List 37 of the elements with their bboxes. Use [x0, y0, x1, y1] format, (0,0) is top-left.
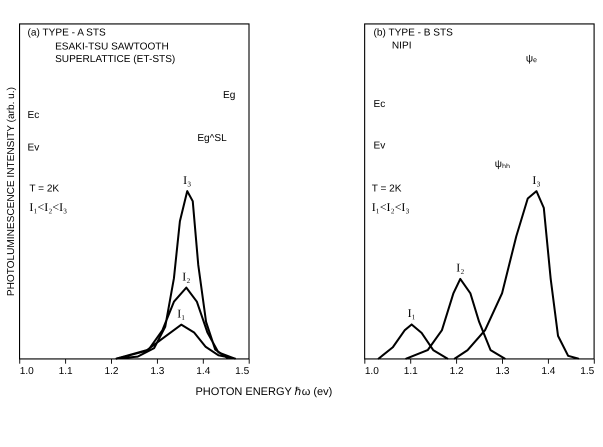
x-tick-label: 1.4	[541, 366, 556, 377]
x-tick-label: 1.1	[58, 366, 74, 377]
text: Ec	[28, 110, 40, 122]
x-tick-label: 1.3	[495, 366, 510, 377]
text: Ev	[28, 142, 40, 154]
y-axis-title: PHOTOLUMINESCENCE INTENSITY (arb. u.)	[6, 87, 18, 296]
text: (b) TYPE - B STS	[374, 28, 454, 39]
x-tick-label: 1.0	[20, 366, 34, 377]
text: ESAKI-TSU SAWTOOTH	[55, 41, 169, 52]
annotation: I₁<I₂<I₃	[372, 200, 410, 214]
series-label: I₃	[183, 172, 192, 187]
text: Ev	[374, 140, 386, 152]
series-label: I₁	[177, 306, 186, 320]
text: ψₕₕ	[494, 158, 510, 170]
x-tick-label: 1.4	[196, 366, 211, 377]
series-label: I₂	[456, 260, 464, 275]
annotation: I₁<I₂<I₃	[29, 200, 68, 214]
series-label: I₂	[182, 269, 190, 284]
annotation: T = 2K	[29, 184, 60, 195]
x-tick-label: 1.2	[104, 366, 119, 377]
series-label: I₁	[408, 306, 416, 320]
annotation: T = 2K	[372, 184, 402, 195]
x-tick-label: 1.3	[150, 366, 165, 377]
x-axis-title: PHOTON ENERGY ℏω (ev)	[195, 386, 332, 398]
text: Eg^SL	[197, 133, 228, 144]
x-tick-label: 1.5	[580, 366, 595, 377]
text: (a) TYPE - A STS	[28, 28, 106, 39]
text: Ec	[374, 99, 386, 110]
x-tick-label: 1.2	[450, 366, 464, 377]
text: SUPERLATTICE (ET-STS)	[55, 54, 176, 66]
text: Eg	[223, 90, 236, 101]
x-tick-label: 1.0	[364, 366, 380, 377]
series-label: I₃	[532, 172, 541, 187]
text: ψₑ	[526, 53, 538, 64]
x-tick-label: 1.1	[404, 366, 418, 377]
text: NIPI	[392, 40, 412, 52]
x-tick-label: 1.5	[235, 366, 250, 377]
